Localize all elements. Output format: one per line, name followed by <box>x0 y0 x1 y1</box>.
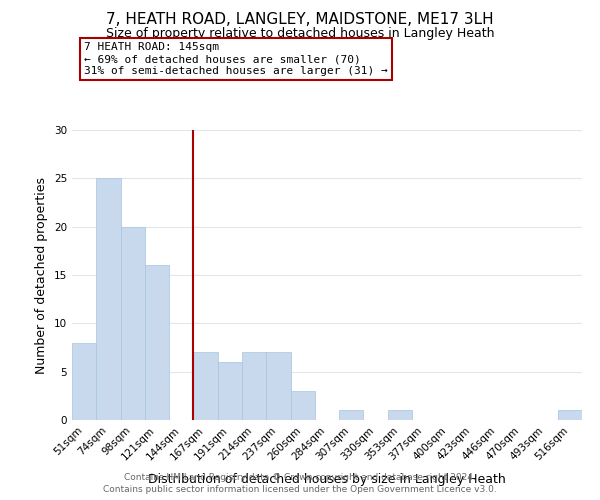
Bar <box>121 226 145 420</box>
Bar <box>193 352 218 420</box>
Text: Contains HM Land Registry data © Crown copyright and database right 2024.: Contains HM Land Registry data © Crown c… <box>124 472 476 482</box>
X-axis label: Distribution of detached houses by size in Langley Heath: Distribution of detached houses by size … <box>148 473 506 486</box>
Y-axis label: Number of detached properties: Number of detached properties <box>35 176 49 374</box>
Text: 7, HEATH ROAD, LANGLEY, MAIDSTONE, ME17 3LH: 7, HEATH ROAD, LANGLEY, MAIDSTONE, ME17 … <box>106 12 494 28</box>
Text: Size of property relative to detached houses in Langley Heath: Size of property relative to detached ho… <box>106 28 494 40</box>
Bar <box>558 410 582 420</box>
Bar <box>266 352 290 420</box>
Text: 7 HEATH ROAD: 145sqm
← 69% of detached houses are smaller (70)
31% of semi-detac: 7 HEATH ROAD: 145sqm ← 69% of detached h… <box>84 42 388 76</box>
Bar <box>242 352 266 420</box>
Bar <box>290 391 315 420</box>
Bar <box>145 266 169 420</box>
Bar <box>96 178 121 420</box>
Bar <box>218 362 242 420</box>
Bar <box>388 410 412 420</box>
Bar <box>339 410 364 420</box>
Bar <box>72 342 96 420</box>
Text: Contains public sector information licensed under the Open Government Licence v3: Contains public sector information licen… <box>103 485 497 494</box>
